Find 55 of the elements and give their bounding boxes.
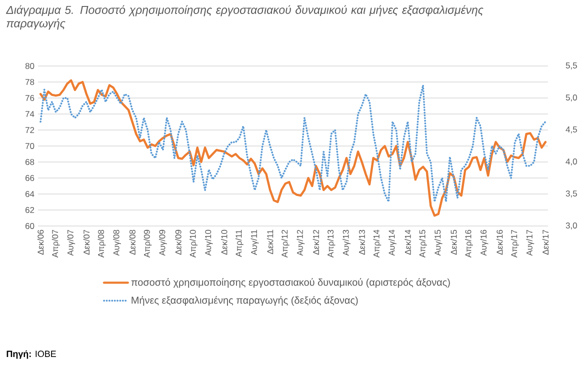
y-tick-label: 68 <box>26 159 34 165</box>
x-tick-label: Απρ/09 <box>144 230 152 258</box>
legend-label: Μήνες εξασφαλισμένης παραγωγής (δεξιός άξονας) <box>132 296 358 306</box>
x-tick-label: Δεκ/16 <box>496 230 503 255</box>
y2-tick-label: 4,5 <box>566 126 577 134</box>
chart-title: Διάγραμμα 5. Ποσοστό χρησιμοποίησης εργοστασιακού δυναμικού και μήνες εξασφαλισμένης παραγωγής <box>6 5 484 30</box>
x-tick-label: Απρ/17 <box>510 230 519 258</box>
x-tick-label: Δεκ/09 <box>175 230 182 255</box>
x-tick-label: Απρ/15 <box>419 230 428 258</box>
x-tick-label: Δεκ/15 <box>450 230 457 255</box>
x-tick-label: Δεκ/07 <box>83 230 90 255</box>
x-tick-label: Αυγ/17 <box>526 230 534 256</box>
x-tick-label: Απρ/11 <box>236 230 244 257</box>
x-tick-label: Απρ/08 <box>98 230 106 258</box>
x-tick-label: Απρ/07 <box>52 230 60 258</box>
y-tick-label: 74 <box>26 111 34 117</box>
legend-label: ποσοστό χρησιμοποίησης εργοστασιακού δυναμικού (αριστερός άξονας) <box>131 278 450 288</box>
x-tick-label: Δεκ/12 <box>312 230 320 255</box>
y2-tick-label: 3,5 <box>566 190 577 198</box>
x-tick-label: Δεκ/10 <box>221 230 228 255</box>
x-tick-label: Δεκ/08 <box>129 230 136 255</box>
x-tick-label: Δεκ/06 <box>37 230 44 255</box>
text: Πηγή: IOBE <box>6 350 56 359</box>
y-tick-label: 66 <box>26 175 34 181</box>
y-tick-label: 72 <box>26 127 34 133</box>
x-tick-label: Δεκ/14 <box>404 230 411 255</box>
x-tick-label: Δεκ/13 <box>358 230 365 255</box>
x-tick-label: Αυγ/15 <box>434 230 442 256</box>
x-tick-label: Αυγ/10 <box>204 230 213 256</box>
y-tick-label: 76 <box>26 95 34 101</box>
x-tick-label: Αυγ/09 <box>158 230 167 256</box>
x-tick-label: Αυγ/13 <box>342 230 351 256</box>
y2-tick-label: 5,5 <box>566 62 577 70</box>
x-tick-label: Αυγ/14 <box>388 230 396 256</box>
y-tick-label: 80 <box>25 63 34 69</box>
x-tick-label: Απρ/10 <box>190 230 198 258</box>
x-tick-label: Απρ/14 <box>373 230 382 258</box>
y-tick-label: 60 <box>26 223 34 229</box>
x-tick-label: Απρ/13 <box>327 230 336 258</box>
x-tick-label: Δεκ/11 <box>266 230 274 254</box>
x-tick-label: Δεκ/17 <box>542 230 549 255</box>
y2-tick-label: 5,0 <box>566 94 577 102</box>
x-tick-label: Αυγ/16 <box>480 230 488 256</box>
x-tick-label: Αυγ/12 <box>296 230 305 256</box>
y-tick-label: 62 <box>26 207 34 213</box>
x-tick-label: Απρ/12 <box>281 230 290 258</box>
x-tick-label: Απρ/16 <box>465 230 473 258</box>
x-tick-label: Αυγ/07 <box>67 230 76 256</box>
x-tick-label: Αυγ/11 <box>250 230 259 256</box>
y-tick-label: 64 <box>26 191 34 197</box>
y2-tick-label: 3,0 <box>566 222 577 230</box>
y2-tick-label: 4,0 <box>566 158 577 166</box>
y-tick-label: 70 <box>26 143 34 149</box>
y-tick-label: 78 <box>26 79 34 85</box>
x-tick-label: Αυγ/08 <box>113 230 121 256</box>
